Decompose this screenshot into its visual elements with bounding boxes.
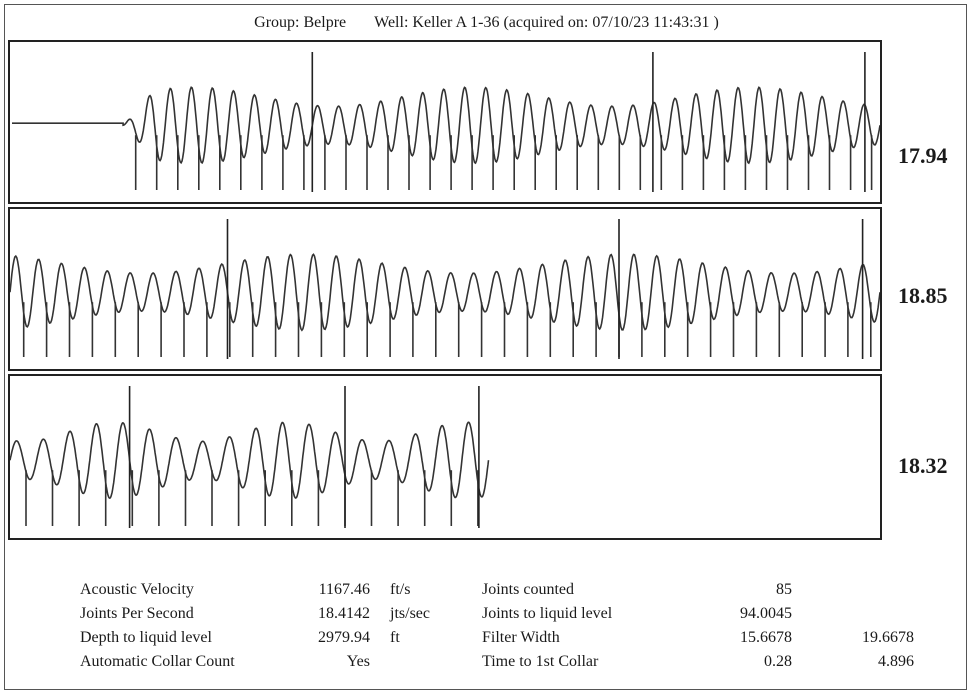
joint-rate-3: 18.32 — [898, 453, 948, 478]
stat-value — [820, 602, 914, 626]
stat-unit: jts/sec — [390, 605, 430, 622]
stat-value: 18.4142 — [318, 605, 370, 622]
stat-value: 19.6678 — [862, 629, 914, 646]
stats-right-values: 85 94.0045 15.6678 0.28 — [700, 578, 792, 674]
window-frame — [4, 4, 967, 690]
stat-label: Joints to liquid level — [482, 605, 613, 622]
trace-panel-3 — [8, 374, 882, 540]
stat-value: 15.6678 — [740, 629, 792, 646]
stat-label: Time to 1st Collar — [482, 653, 599, 670]
page-title: Group: Belpre Well: Keller A 1-36 (acqui… — [0, 14, 973, 32]
stats-left-labels: Acoustic Velocity Joints Per Second Dept… — [80, 578, 280, 674]
stat-value: 0.28 — [764, 653, 792, 670]
stat-label: Acoustic Velocity — [80, 581, 194, 598]
trace-line — [10, 421, 490, 499]
stat-value: 4.896 — [878, 653, 914, 670]
joint-rate-1: 17.94 — [898, 143, 948, 168]
trace-chart-3 — [10, 386, 490, 528]
stat-value: Yes — [346, 653, 370, 670]
stat-unit: ft/s — [390, 581, 411, 598]
joint-rate-2: 18.85 — [898, 283, 948, 308]
trace-chart-1 — [12, 52, 880, 192]
stat-value: 1167.46 — [318, 581, 370, 598]
stat-label: Depth to liquid level — [80, 629, 212, 646]
trace-panel-1 — [8, 40, 882, 204]
trace-chart-2 — [10, 219, 880, 359]
stat-label: Joints counted — [482, 581, 574, 598]
stat-value: 2979.94 — [318, 629, 370, 646]
well-label: Well: Keller A 1-36 (acquired on: 07/10/… — [374, 14, 719, 31]
stats-right-labels: Joints counted Joints to liquid level Fi… — [482, 578, 682, 674]
stat-value: 94.0045 — [740, 605, 792, 622]
stat-unit — [390, 650, 460, 674]
trace-line — [10, 253, 880, 332]
stats-extra-values: 19.6678 4.896 — [820, 578, 914, 674]
trace-panel-2 — [8, 207, 882, 371]
stats-left-values: 1167.46 18.4142 2979.94 Yes — [290, 578, 370, 674]
stat-unit: ft — [390, 629, 400, 646]
stat-label: Automatic Collar Count — [80, 653, 235, 670]
group-label: Group: Belpre — [254, 14, 347, 31]
stat-value — [820, 578, 914, 602]
stats-left-units: ft/s jts/sec ft — [390, 578, 460, 674]
trace-line — [12, 86, 880, 165]
stat-label: Joints Per Second — [80, 605, 194, 622]
stat-label: Filter Width — [482, 629, 560, 646]
stat-value: 85 — [776, 581, 792, 598]
